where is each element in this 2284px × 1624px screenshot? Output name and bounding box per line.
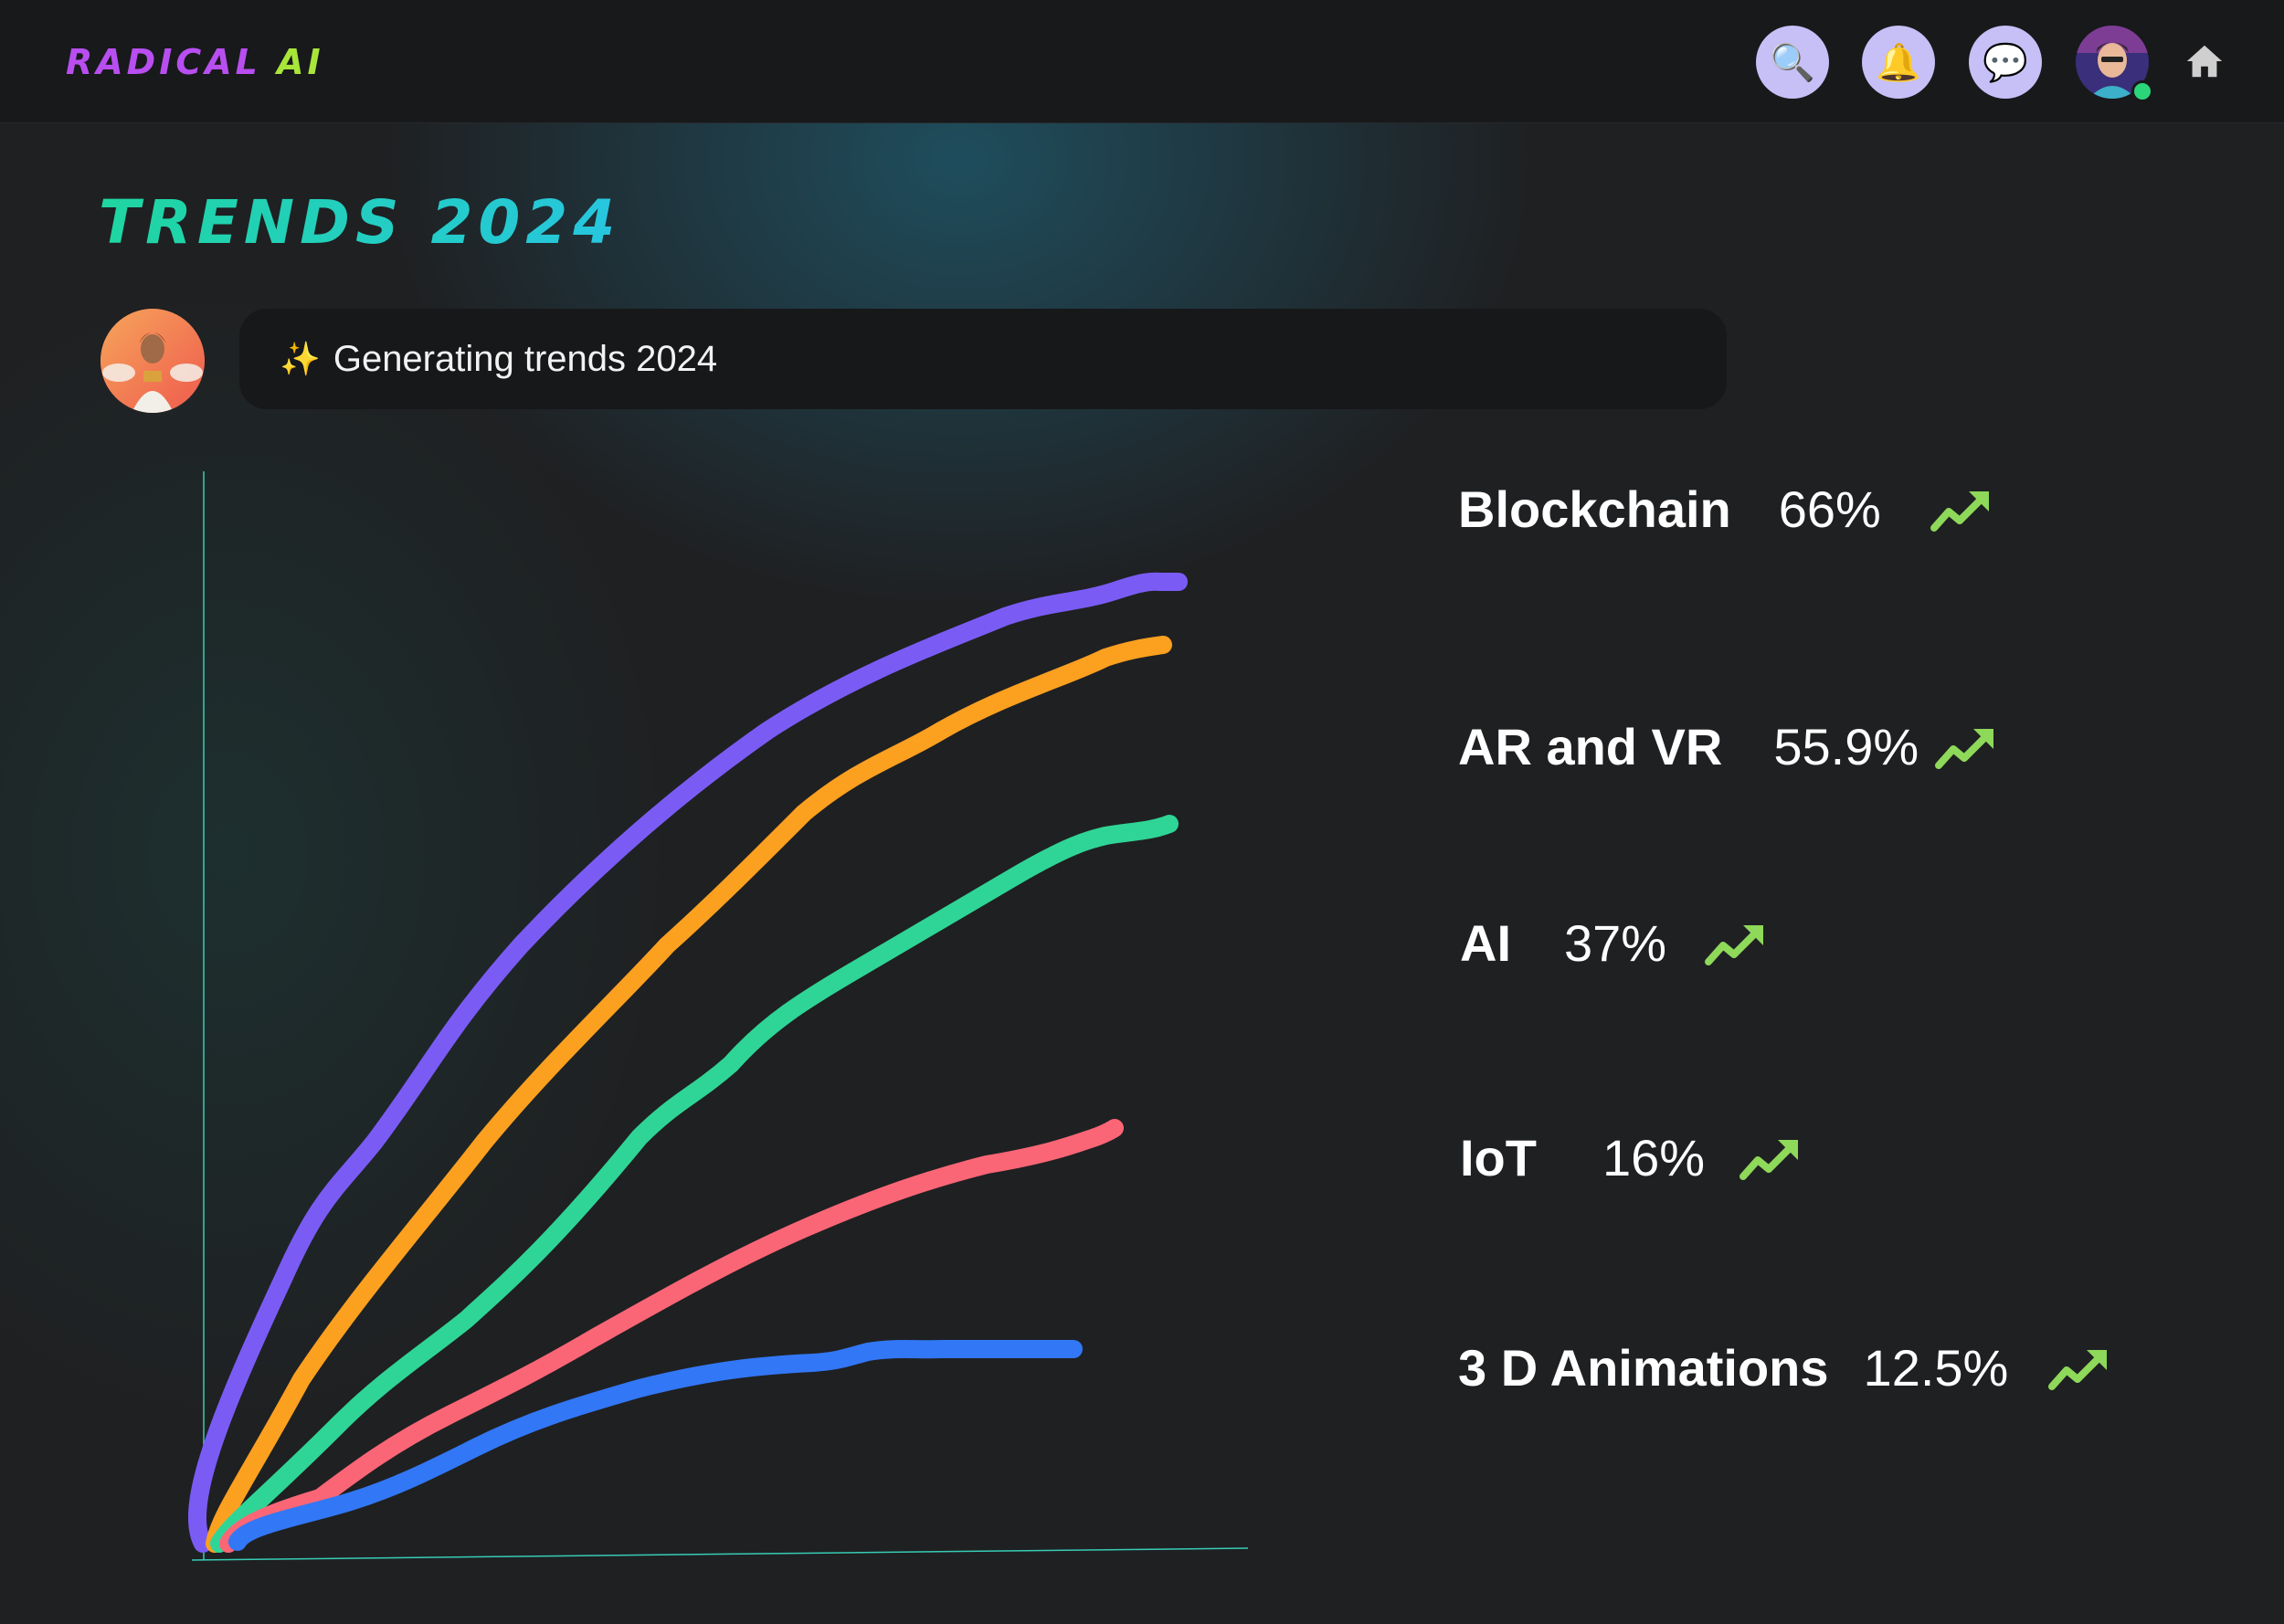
sparkle-icon: ✨ <box>280 340 321 377</box>
logo-text-primary: RADICAL <box>66 42 261 82</box>
legend-value: 16% <box>1602 1129 1706 1186</box>
trending-up-icon <box>1935 728 1994 769</box>
legend-item-ai[interactable]: AI 37% <box>1460 913 1769 973</box>
bell-icon: 🔔 <box>1876 42 1921 83</box>
series-line-ai <box>210 815 1179 1553</box>
assistant-avatar-image <box>100 309 205 413</box>
series-line-ar-vr <box>206 636 1172 1553</box>
series-line-3d-animations <box>228 1340 1083 1551</box>
assistant-avatar <box>100 309 205 413</box>
legend-name: AR and VR <box>1458 718 1723 775</box>
trending-up-icon <box>1739 1139 1799 1180</box>
legend-name: 3 D Animations <box>1458 1339 1829 1397</box>
legend-value: 12.5% <box>1863 1339 2009 1397</box>
legend-value: 37% <box>1564 914 1667 972</box>
legend-item-iot[interactable]: IoT 16% <box>1460 1128 1803 1187</box>
messages-button[interactable]: 💬 <box>1969 26 2042 99</box>
app-logo[interactable]: RADICAL AI <box>66 42 324 82</box>
x-axis <box>191 1547 1249 1561</box>
notifications-button[interactable]: 🔔 <box>1862 26 1935 99</box>
legend-name: Blockchain <box>1458 480 1731 538</box>
trending-up-icon <box>1930 490 1989 532</box>
series-line-blockchain <box>188 572 1188 1553</box>
trend-chart <box>188 471 1249 1561</box>
page-title: TRENDS 2024 <box>99 187 621 258</box>
user-avatar-image <box>2076 26 2149 99</box>
prompt-text: Generating trends 2024 <box>333 338 718 379</box>
prompt-bar[interactable]: ✨ Generating trends 2024 <box>239 309 1727 409</box>
user-avatar[interactable] <box>2076 26 2149 99</box>
search-icon: 🔍 <box>1770 42 1815 83</box>
home-icon[interactable] <box>2184 40 2226 82</box>
series-line-iot <box>219 1119 1124 1553</box>
legend-value: 55.9% <box>1773 718 1919 775</box>
trending-up-icon <box>2048 1349 2108 1390</box>
legend-name: IoT <box>1460 1129 1537 1186</box>
trending-up-icon <box>1705 924 1764 965</box>
legend-name: AI <box>1460 914 1511 972</box>
logo-text-accent: AI <box>277 42 324 82</box>
chat-icon: 💬 <box>1983 42 2028 83</box>
legend-item-blockchain[interactable]: Blockchain 66% <box>1458 480 1994 539</box>
online-status-dot <box>2131 80 2153 102</box>
legend-item-ar-vr[interactable]: AR and VR 55.9% <box>1458 717 1999 776</box>
top-bar: RADICAL AI 🔍 🔔 💬 <box>0 0 2284 123</box>
legend-value: 66% <box>1778 480 1881 538</box>
legend-item-3d-animations[interactable]: 3 D Animations 12.5% <box>1458 1338 2112 1397</box>
search-button[interactable]: 🔍 <box>1756 26 1829 99</box>
